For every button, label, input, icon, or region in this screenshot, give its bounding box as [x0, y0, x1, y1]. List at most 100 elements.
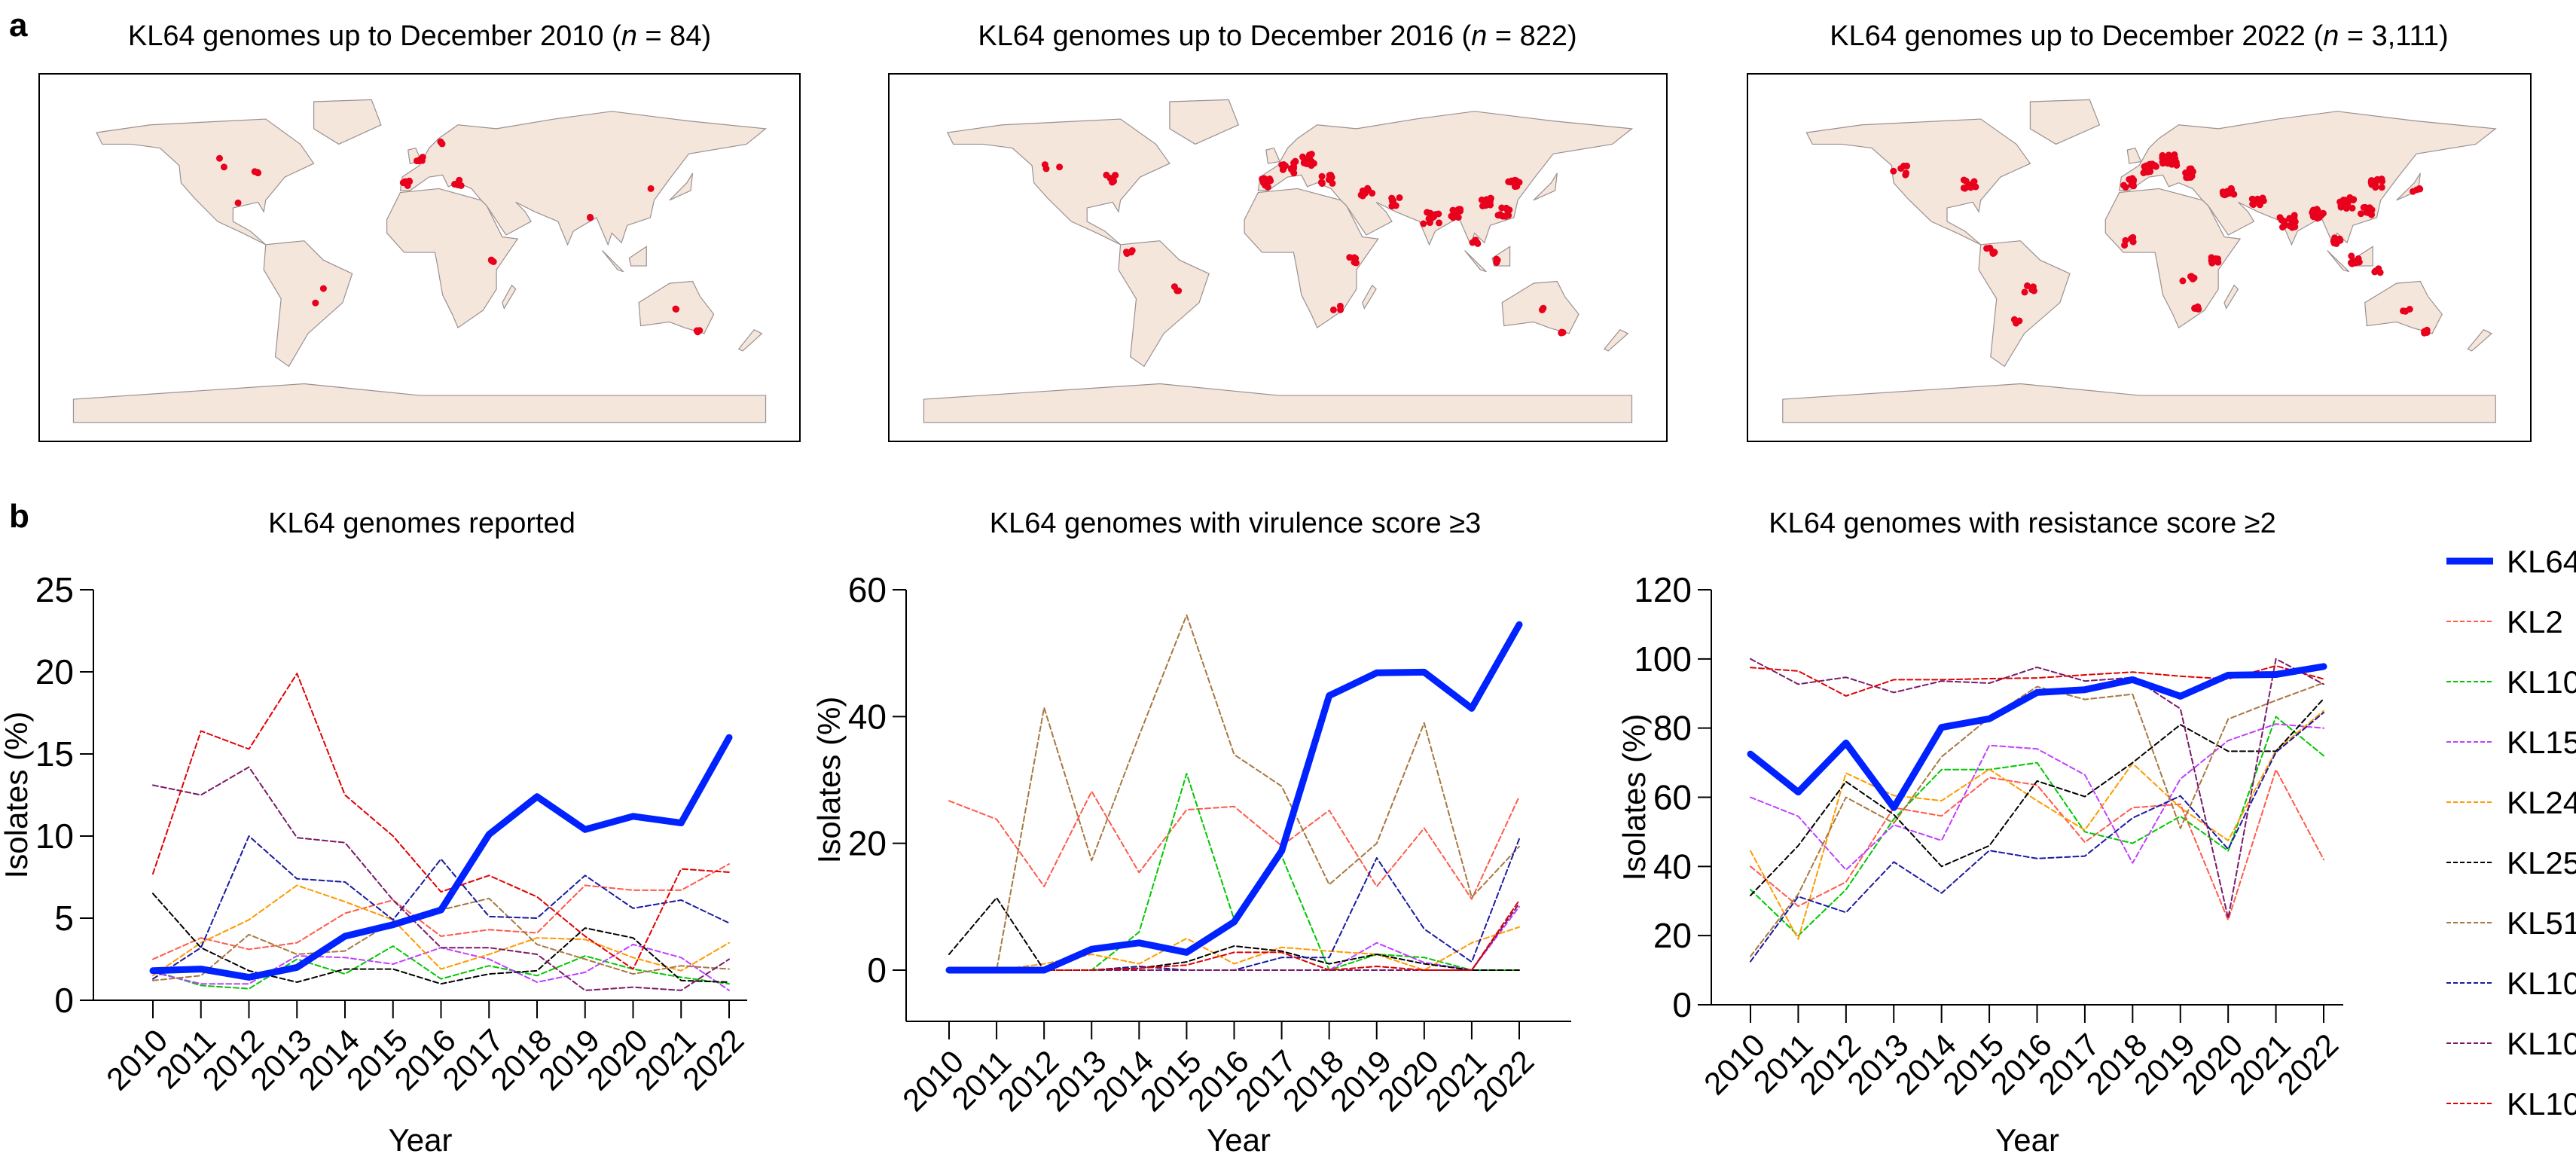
legend-label: KL106	[2507, 1026, 2576, 1061]
y-axis-label: Isolates (%)	[0, 712, 34, 879]
isolate-point	[2346, 194, 2354, 201]
isolate-point	[1110, 177, 1118, 185]
landmass	[2104, 188, 2242, 329]
landmass	[1464, 250, 1487, 273]
y-tick-label: 5	[54, 899, 74, 938]
isolate-point	[1504, 207, 1512, 215]
landmass	[628, 246, 647, 267]
isolate-point	[1986, 244, 1994, 252]
series-line-kl102	[1750, 712, 2324, 963]
y-tick-label: 0	[867, 951, 887, 990]
legend-item-kl106: KL106	[2446, 1026, 2576, 1061]
isolate-point	[415, 157, 423, 165]
isolate-point	[1329, 306, 1337, 313]
landmass	[263, 240, 353, 368]
isolate-point	[1507, 179, 1514, 186]
isolate-point	[1991, 249, 1998, 256]
isolate-point	[1112, 172, 1119, 179]
isolate-point	[1267, 177, 1274, 185]
y-tick-label: 15	[35, 734, 74, 774]
landmass	[2364, 280, 2443, 334]
isolate-point	[1329, 179, 1336, 187]
isolate-point	[2016, 317, 2023, 325]
isolate-point	[1512, 177, 1520, 185]
y-tick-label: 10	[35, 816, 74, 856]
isolate-point	[1308, 151, 1315, 158]
isolate-point	[312, 299, 319, 307]
isolate-point	[2122, 184, 2129, 191]
series-line-kl51	[948, 614, 1520, 971]
isolate-point	[2378, 184, 2385, 191]
isolate-point	[1482, 202, 1489, 209]
landmass	[96, 118, 315, 246]
legend-item-kl15: KL15	[2446, 725, 2576, 760]
series-line-kl2	[948, 790, 1520, 900]
landmass	[1265, 147, 1280, 164]
isolate-point	[2173, 162, 2181, 169]
series-line-kl24	[948, 926, 1520, 971]
isolate-point	[1299, 153, 1306, 160]
panel-label-a: a	[9, 7, 28, 44]
charts-panel: KL64 genomes reported0510152025201020112…	[0, 508, 2345, 1158]
isolate-point	[2313, 212, 2321, 220]
series-line-kl64	[1747, 663, 2327, 811]
isolate-point	[1540, 304, 1547, 312]
isolate-point	[1497, 212, 1504, 219]
series-line-kl106	[152, 766, 730, 991]
isolate-point	[406, 178, 413, 185]
isolate-point	[2121, 242, 2129, 249]
isolate-point	[2169, 155, 2176, 163]
isolate-point	[1396, 194, 1403, 201]
line-chart-2: KL64 genomes with virulence score ≥3 0 20 4…	[811, 508, 1571, 1158]
world-map-3	[1747, 73, 2532, 442]
isolate-point	[2130, 176, 2138, 184]
legend-item-kl102: KL102	[2446, 966, 2576, 1001]
chart-title: KL64 genomes reported	[268, 508, 575, 539]
series-line-kl2	[152, 863, 730, 960]
isolate-point	[1292, 157, 1299, 165]
isolate-point	[1961, 185, 1969, 192]
isolate-point	[1103, 171, 1110, 179]
legend-item-kl64: KL64	[2446, 544, 2576, 579]
landmass	[72, 383, 767, 423]
series-line-kl64	[149, 734, 733, 981]
y-tick-label: 60	[848, 570, 887, 609]
isolate-point	[2348, 252, 2355, 260]
landmass	[2126, 147, 2142, 164]
legend-label: KL25	[2507, 845, 2576, 880]
landmass	[1244, 188, 1379, 329]
legend-label: KL10	[2507, 664, 2576, 700]
isolate-point	[2372, 180, 2379, 188]
landmass	[1805, 118, 2031, 246]
landmass	[923, 383, 1633, 423]
isolate-point	[672, 305, 679, 313]
isolate-point	[2189, 168, 2196, 175]
isolate-point	[2319, 209, 2327, 217]
isolate-point	[1264, 184, 1271, 191]
isolate-point	[1300, 159, 1308, 166]
isolate-point	[2159, 151, 2166, 159]
legend-item-kl10: KL10	[2446, 664, 2576, 700]
legend-item-kl24: KL24	[2446, 785, 2576, 820]
isolate-point	[1511, 183, 1518, 191]
isolate-point	[1346, 254, 1354, 261]
landmass	[737, 328, 763, 352]
legend: KL64 KL2 KL10 KL15 KL24 KL25 KL51 KL102 KL106 KL1…	[2446, 544, 2576, 1122]
isolate-point	[2331, 234, 2339, 242]
isolate-point	[1487, 194, 1494, 202]
isolate-point	[2179, 277, 2187, 285]
landmass	[2223, 284, 2239, 310]
line-chart-3: KL64 genomes with resistance score ≥2 0 20…	[1616, 508, 2345, 1158]
x-axis-label: Year	[389, 1122, 453, 1158]
landmass	[2467, 328, 2493, 352]
isolate-point	[2314, 207, 2321, 215]
isolate-point	[1279, 166, 1286, 173]
legend-label: KL15	[2507, 725, 2576, 760]
landmass	[1533, 172, 1558, 201]
isolate-point	[647, 185, 655, 192]
legend-label: KL24	[2507, 785, 2576, 820]
series-line-kl10	[1750, 716, 2324, 937]
isolate-point	[2366, 208, 2373, 215]
isolate-point	[1430, 212, 1438, 220]
